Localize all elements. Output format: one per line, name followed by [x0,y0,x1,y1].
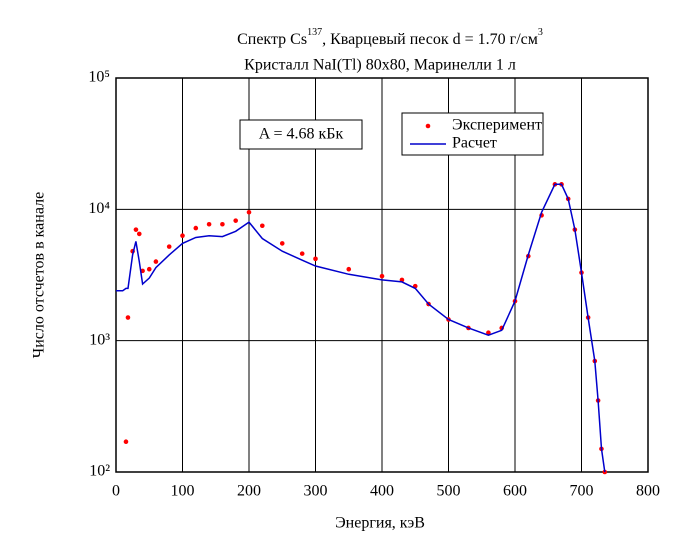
annotation-box [239,119,363,150]
data-point [180,233,185,238]
title-part: Спектр Cs [237,31,307,48]
data-point [299,251,305,256]
data-point [125,315,131,320]
x-tick-label: 700 [570,483,594,500]
data-point [123,439,129,445]
annotation: A = 4.68 кБк [259,126,344,143]
data-point [146,266,152,272]
data-point [379,273,385,279]
legend-marker [425,123,431,129]
data-point [220,221,225,227]
x-tick-label: 100 [171,483,195,500]
data-point [313,256,318,262]
chart-subtitle: Кристалл NaI(Tl) 80x80, Маринелли 1 л [244,57,516,74]
x-tick-label: 800 [636,483,660,500]
y-tick-label: 10³ [89,331,110,348]
x-tick-label: 0 [112,483,120,500]
data-point [279,241,285,246]
x-tick-label: 300 [304,483,328,500]
data-point [486,330,491,335]
x-tick-label: 200 [237,483,261,500]
data-point [206,221,212,227]
y-tick-label: 10⁵ [88,69,110,86]
x-tick-label: 500 [437,483,461,500]
legend-box [401,112,544,156]
title-superscript: 137 [307,27,322,38]
x-tick-label: 600 [503,483,527,500]
plot-frame [115,77,649,473]
title-part: , Кварцевый песок d = 1.70 г/см [322,31,538,48]
data-point [193,225,199,231]
x-axis-label: Энергия, кэВ [335,515,425,532]
title-superscript: 3 [538,27,543,38]
data-point [260,223,265,229]
chart-title: Спектр Cs137, Кварцевый песок d = 1.70 г… [237,27,543,47]
data-point [246,209,252,215]
y-tick-label: 10² [89,463,110,480]
data-point [346,266,352,272]
data-point [233,218,238,223]
y-tick-label: 10⁴ [88,200,110,217]
legend-label: Расчет [452,135,497,152]
y-axis-label: Число отсчетов в канале [31,192,48,358]
legend-label: Эксперимент [452,117,542,134]
data-point [166,244,172,249]
x-tick-label: 400 [370,483,394,500]
data-point [133,227,139,232]
series-line [116,183,606,473]
data-point [153,259,159,264]
data-point [136,231,142,237]
